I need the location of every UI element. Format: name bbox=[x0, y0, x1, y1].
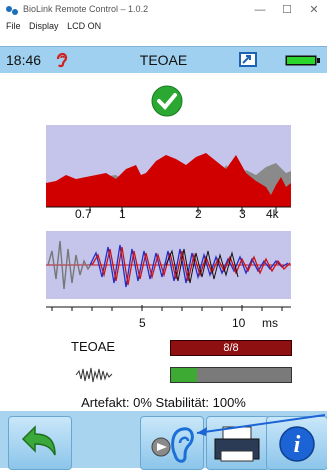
waveform-black-trace bbox=[165, 248, 239, 284]
back-button[interactable] bbox=[8, 416, 72, 470]
teoae-label: TEOAE bbox=[71, 339, 116, 354]
window-icon[interactable] bbox=[239, 52, 257, 67]
info-button[interactable]: i bbox=[266, 416, 327, 470]
screen-title: TEOAE bbox=[139, 52, 188, 68]
freq-tick-label: 3 bbox=[239, 207, 246, 221]
ear-icon bbox=[56, 52, 68, 68]
back-arrow-icon bbox=[21, 425, 56, 456]
battery-icon bbox=[285, 55, 320, 66]
window-title: BioLink Remote Control – 1.0.2 bbox=[23, 4, 149, 14]
waveform-red-trace bbox=[91, 246, 291, 286]
menu-display[interactable]: Display bbox=[29, 21, 59, 31]
printer-icon bbox=[214, 426, 260, 462]
clock: 18:46 bbox=[6, 52, 42, 68]
noise-level-fill bbox=[171, 368, 198, 382]
noise-level-bar bbox=[170, 367, 292, 383]
freq-tick-label: 4k bbox=[266, 207, 279, 221]
ear-sound-icon bbox=[151, 427, 194, 463]
waveform-gray-trace bbox=[47, 240, 93, 290]
oae-spectrum-plot bbox=[46, 125, 291, 213]
oae-waveform-plot bbox=[46, 231, 291, 311]
bottom-toolbar: i bbox=[0, 411, 327, 470]
time-tick-label: 10 bbox=[232, 316, 246, 330]
menu-lcd-on[interactable]: LCD ON bbox=[67, 21, 102, 31]
noise-icon bbox=[75, 367, 113, 383]
info-icon: i bbox=[279, 426, 315, 462]
freq-tick-label: 0.7 bbox=[75, 207, 92, 221]
start-measurement-button[interactable] bbox=[140, 416, 204, 470]
freq-tick-label: 1 bbox=[119, 207, 126, 221]
minimize-button[interactable]: — bbox=[254, 4, 266, 16]
device-header: 18:46 TEOAE bbox=[0, 46, 327, 74]
maximize-button[interactable]: ☐ bbox=[282, 4, 292, 16]
callout-arrow bbox=[196, 414, 326, 436]
measurement-panel: 0.7 1 2 3 4k 5 10 ms TEOAE 8/8 Artefakt:… bbox=[0, 73, 327, 411]
time-unit-label: ms bbox=[262, 316, 278, 330]
close-button[interactable]: ✕ bbox=[309, 4, 319, 16]
spectrum-signal-area bbox=[46, 153, 291, 207]
menu-file[interactable]: File bbox=[6, 21, 21, 31]
checkmark-icon bbox=[151, 85, 183, 117]
freq-tick-label: 2 bbox=[195, 207, 202, 221]
biolink-logo-icon bbox=[6, 6, 18, 15]
waveform-blue-trace bbox=[89, 244, 289, 288]
time-tick-label: 5 bbox=[139, 316, 146, 330]
menubar: File Display LCD ON bbox=[0, 21, 327, 34]
artifact-stability-stats: Artefakt: 0% Stabilität: 100% bbox=[81, 395, 246, 410]
svg-text:i: i bbox=[294, 432, 301, 458]
window-titlebar: BioLink Remote Control – 1.0.2 — ☐ ✕ bbox=[0, 0, 327, 21]
teoae-result-bar: 8/8 bbox=[170, 340, 292, 356]
